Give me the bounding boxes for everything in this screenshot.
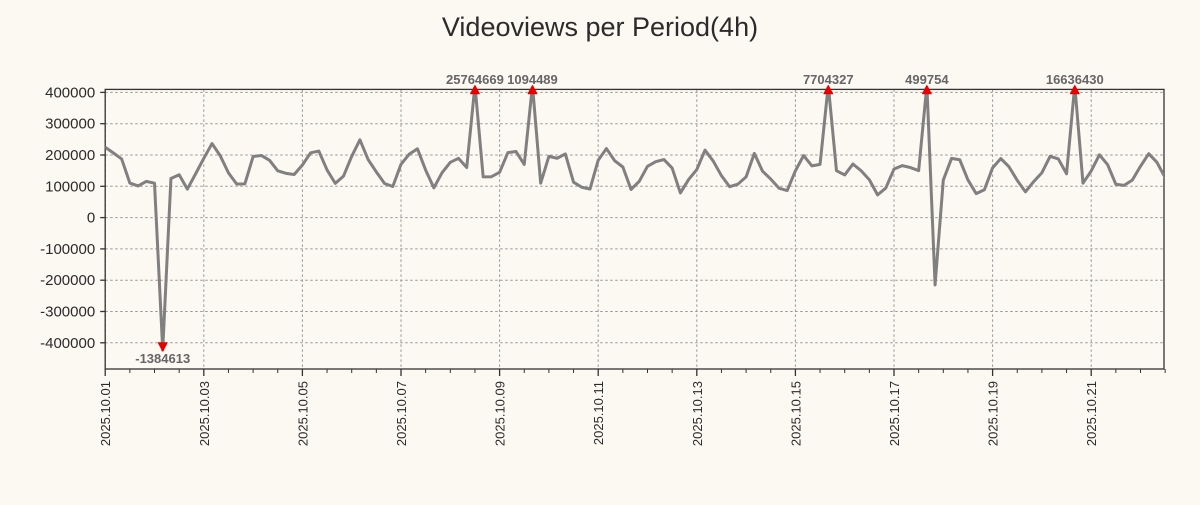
svg-text:2025.10.05: 2025.10.05 — [295, 381, 310, 446]
svg-text:499754: 499754 — [905, 72, 949, 87]
svg-text:2025.10.13: 2025.10.13 — [690, 381, 705, 446]
svg-text:7704327: 7704327 — [803, 72, 854, 87]
svg-text:25764669: 25764669 — [446, 72, 504, 87]
svg-text:2025.10.09: 2025.10.09 — [493, 381, 508, 446]
svg-text:16636430: 16636430 — [1046, 72, 1104, 87]
svg-text:-200000: -200000 — [40, 272, 95, 289]
svg-text:0: 0 — [87, 210, 95, 227]
svg-text:2025.10.07: 2025.10.07 — [394, 381, 409, 446]
svg-text:-400000: -400000 — [40, 335, 95, 352]
svg-text:100000: 100000 — [45, 178, 95, 195]
svg-text:2025.10.03: 2025.10.03 — [197, 381, 212, 446]
svg-text:-1384613: -1384613 — [135, 351, 190, 366]
svg-text:2025.10.11: 2025.10.11 — [591, 381, 606, 445]
svg-text:300000: 300000 — [45, 116, 95, 133]
svg-text:400000: 400000 — [45, 84, 95, 101]
svg-text:-100000: -100000 — [40, 241, 95, 258]
svg-text:200000: 200000 — [45, 147, 95, 164]
svg-text:2025.10.15: 2025.10.15 — [788, 381, 803, 446]
svg-text:2025.10.21: 2025.10.21 — [1084, 381, 1099, 446]
svg-text:1094489: 1094489 — [507, 72, 558, 87]
svg-text:2025.10.19: 2025.10.19 — [986, 381, 1001, 446]
svg-text:-300000: -300000 — [40, 304, 95, 321]
svg-text:2025.10.17: 2025.10.17 — [887, 381, 902, 446]
svg-text:2025.10.01: 2025.10.01 — [98, 381, 113, 446]
